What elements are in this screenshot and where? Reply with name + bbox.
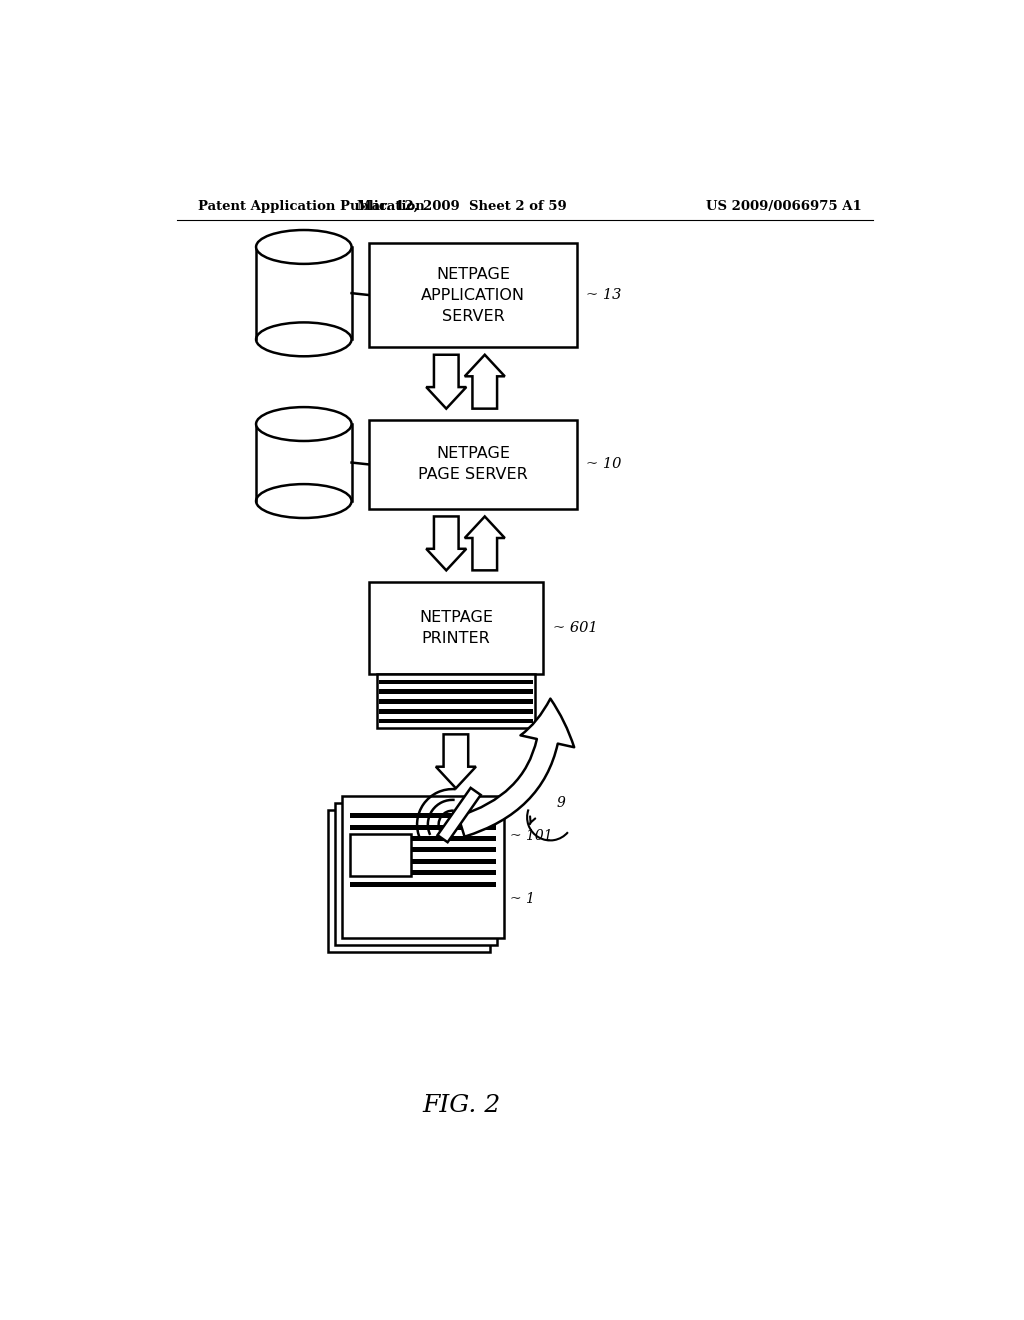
Polygon shape	[436, 734, 476, 788]
FancyBboxPatch shape	[350, 834, 412, 876]
Text: FIG. 2: FIG. 2	[423, 1094, 501, 1117]
Polygon shape	[465, 516, 505, 570]
FancyBboxPatch shape	[350, 813, 497, 818]
Text: ~ 601: ~ 601	[553, 622, 598, 635]
Polygon shape	[465, 355, 505, 409]
FancyBboxPatch shape	[256, 424, 351, 502]
Text: ~ 13: ~ 13	[587, 288, 622, 302]
Ellipse shape	[256, 230, 351, 264]
Text: ~ 10: ~ 10	[587, 458, 622, 471]
Text: NETPAGE
PRINTER: NETPAGE PRINTER	[419, 610, 493, 645]
FancyBboxPatch shape	[350, 870, 497, 875]
FancyBboxPatch shape	[370, 582, 543, 675]
FancyBboxPatch shape	[379, 689, 532, 694]
FancyBboxPatch shape	[379, 680, 532, 684]
Polygon shape	[426, 355, 466, 409]
FancyBboxPatch shape	[377, 675, 535, 729]
Ellipse shape	[256, 407, 351, 441]
FancyBboxPatch shape	[256, 247, 351, 339]
FancyBboxPatch shape	[379, 700, 532, 704]
Polygon shape	[426, 516, 466, 570]
FancyBboxPatch shape	[350, 859, 497, 863]
FancyBboxPatch shape	[329, 810, 490, 952]
Text: Mar. 12, 2009  Sheet 2 of 59: Mar. 12, 2009 Sheet 2 of 59	[356, 199, 566, 213]
FancyBboxPatch shape	[370, 243, 578, 347]
FancyBboxPatch shape	[379, 709, 532, 714]
FancyArrowPatch shape	[458, 698, 574, 837]
Text: ~ 1: ~ 1	[510, 891, 536, 906]
Text: US 2009/0066975 A1: US 2009/0066975 A1	[707, 199, 862, 213]
Text: ~ 101: ~ 101	[510, 829, 553, 843]
FancyBboxPatch shape	[342, 796, 504, 939]
FancyBboxPatch shape	[350, 847, 497, 853]
Text: 9: 9	[556, 796, 565, 810]
Polygon shape	[437, 788, 480, 842]
Text: NETPAGE
PAGE SERVER: NETPAGE PAGE SERVER	[419, 446, 528, 483]
FancyBboxPatch shape	[350, 836, 497, 841]
FancyBboxPatch shape	[350, 825, 497, 829]
FancyBboxPatch shape	[370, 420, 578, 508]
FancyBboxPatch shape	[350, 882, 497, 887]
Text: NETPAGE
APPLICATION
SERVER: NETPAGE APPLICATION SERVER	[421, 267, 525, 323]
Text: Patent Application Publication: Patent Application Publication	[199, 199, 425, 213]
FancyBboxPatch shape	[336, 803, 497, 945]
FancyBboxPatch shape	[379, 719, 532, 723]
